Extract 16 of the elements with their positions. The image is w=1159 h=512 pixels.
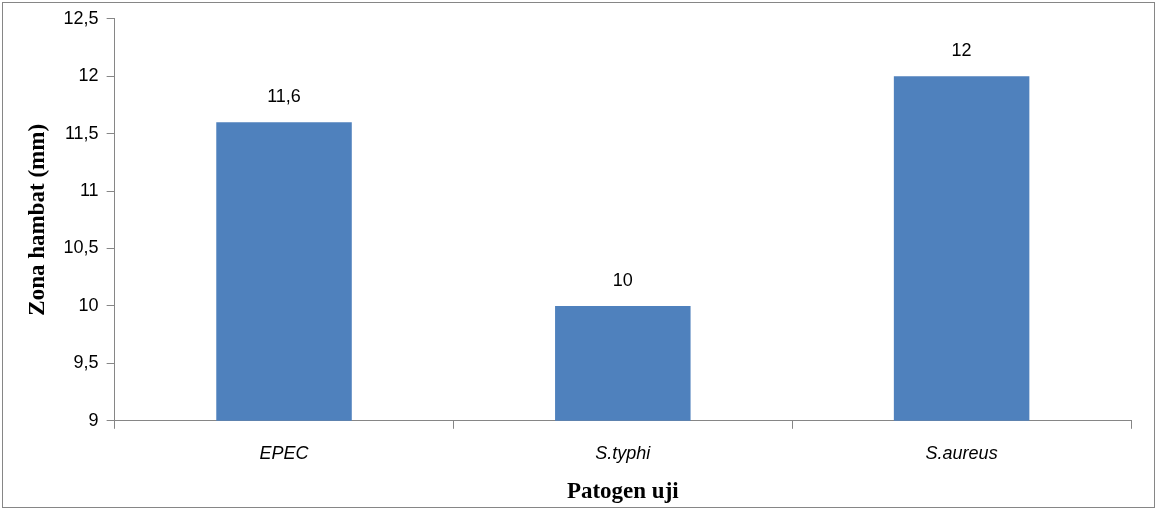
data-label: 11,6 [267,86,301,107]
y-tick-label: 12,5 [63,7,99,28]
y-tick-label: 10,5 [63,237,99,258]
y-axis-title: Zona hambat (mm) [23,123,49,316]
y-tick-label: 9 [88,409,99,430]
y-tick-label: 11,5 [64,122,99,143]
x-tick-label: EPEC [259,442,310,463]
data-label: 12 [951,40,972,61]
x-axis-title: Patogen uji [566,478,680,504]
y-tick-label: 12 [78,65,99,86]
y-tick-label: 10 [78,294,99,315]
x-tick-label: S.typhi [595,442,652,463]
y-tick-label: 9,5 [73,352,99,373]
data-label: 10 [612,269,633,290]
x-tick-label: S.aureus [925,442,998,463]
y-tick-label: 11 [79,180,99,201]
